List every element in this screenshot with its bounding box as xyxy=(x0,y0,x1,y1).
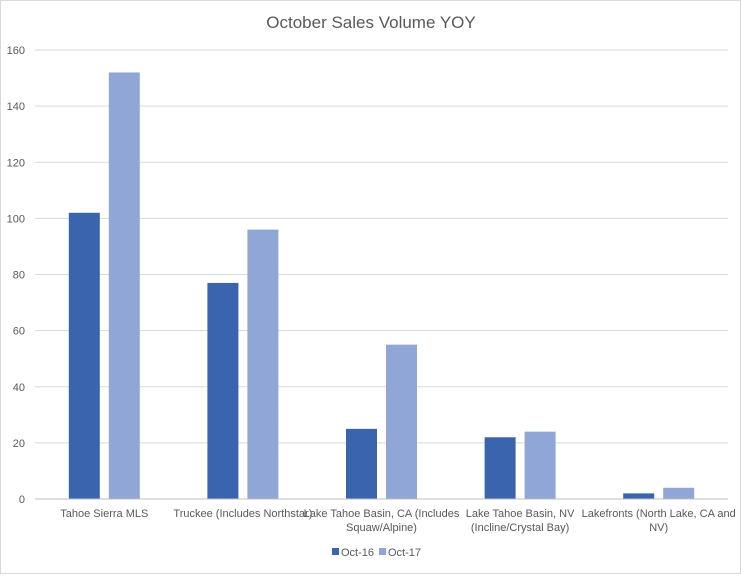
bar-oct-17 xyxy=(108,72,140,499)
x-category-label: Lake Tahoe Basin, NV (Incline/Crystal Bay… xyxy=(466,508,575,534)
legend: Oct-16 Oct-17 xyxy=(332,547,421,559)
y-tick-label: 80 xyxy=(13,270,25,282)
bar-oct-17 xyxy=(247,229,279,499)
y-tick-label: 140 xyxy=(7,101,25,113)
y-tick-label: 60 xyxy=(13,326,25,338)
y-tick-label: 20 xyxy=(13,438,25,450)
legend-label: Oct-17 xyxy=(388,547,421,559)
y-tick-label: 40 xyxy=(13,382,25,394)
y-tick-label: 0 xyxy=(19,494,25,506)
x-category-label: Lakefronts (North Lake, CA and NV) xyxy=(582,508,736,534)
x-axis-labels: Tahoe Sierra MLS Truckee (Includes Norths… xyxy=(60,508,735,534)
bar-oct-16 xyxy=(207,282,239,499)
bar-oct-16 xyxy=(68,212,100,499)
x-category-label: Tahoe Sierra MLS xyxy=(60,508,148,520)
bar-oct-16 xyxy=(346,428,377,499)
chart-title: October Sales Volume YOY xyxy=(266,13,475,32)
bar-oct-17 xyxy=(386,344,417,499)
x-category-label: Truckee (Includes Northstar) xyxy=(173,508,312,520)
legend-swatch xyxy=(379,548,386,555)
legend-label: Oct-16 xyxy=(341,547,374,559)
x-category-label: Lake Tahoe Basin, CA (Includes Squaw/Alpi… xyxy=(304,508,460,534)
bar-oct-16 xyxy=(623,493,655,499)
gridlines xyxy=(35,49,728,444)
y-tick-label: 120 xyxy=(7,157,25,169)
y-axis-ticks: 0 20 40 60 80 100 120 140 160 xyxy=(7,45,25,506)
bar-oct-16 xyxy=(484,437,516,499)
legend-swatch xyxy=(332,548,339,555)
y-tick-label: 100 xyxy=(7,213,25,225)
y-tick-label: 160 xyxy=(7,45,25,57)
bar-oct-17 xyxy=(663,487,695,499)
bars xyxy=(68,72,695,499)
bar-oct-17 xyxy=(524,431,556,499)
